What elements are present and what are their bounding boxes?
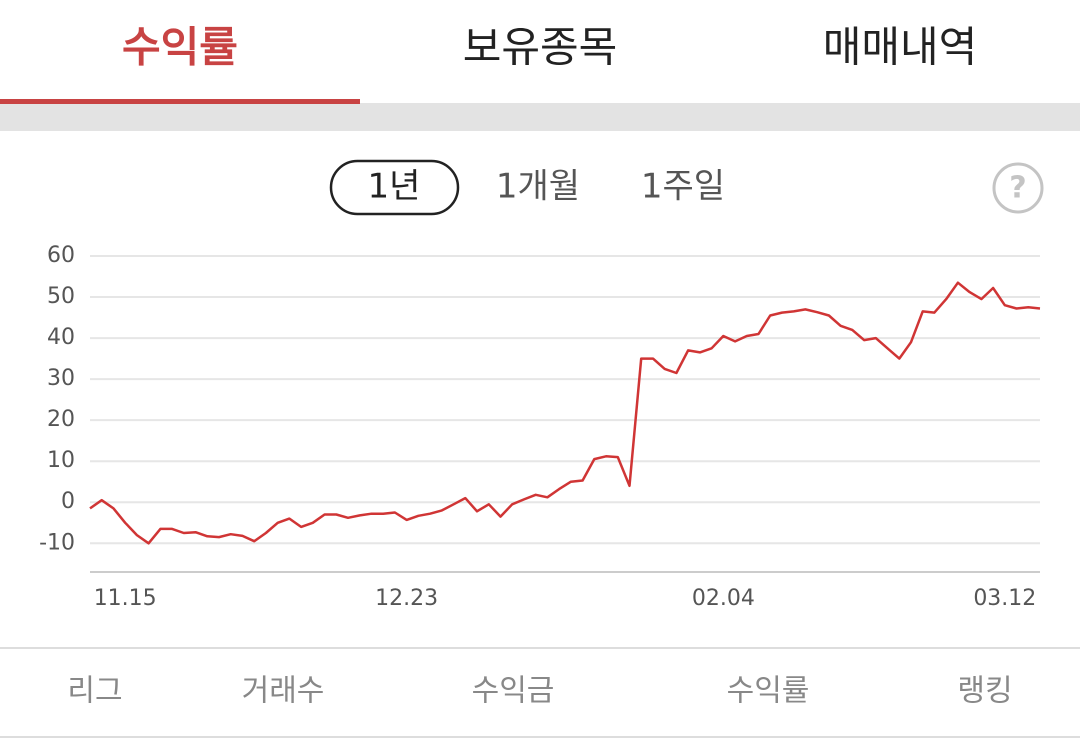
tab[interactable]: 보유종목 bbox=[463, 23, 618, 72]
x-tick-label: 12.23 bbox=[375, 586, 438, 611]
y-tick-label: 20 bbox=[47, 407, 75, 432]
bottom-label[interactable]: 리그 bbox=[67, 674, 122, 709]
period[interactable]: 1주일 bbox=[641, 167, 725, 207]
divider-band bbox=[0, 103, 1080, 131]
x-tick-label: 03.12 bbox=[973, 586, 1036, 611]
y-tick-label: 50 bbox=[47, 284, 75, 309]
period[interactable]: 1개월 bbox=[496, 167, 580, 207]
x-tick-label: 02.04 bbox=[692, 586, 755, 611]
y-tick-label: 60 bbox=[47, 243, 75, 268]
period-pill bbox=[329, 159, 460, 216]
y-tick-label: 30 bbox=[47, 366, 75, 391]
bottom-label[interactable]: 랭킹 bbox=[957, 674, 1012, 709]
line-series bbox=[89, 281, 1041, 545]
period[interactable]: 1년 bbox=[368, 167, 421, 207]
bottom-label[interactable]: 수익금 bbox=[472, 674, 555, 709]
tab[interactable]: 수익률 bbox=[122, 23, 238, 72]
y-tick-label: 40 bbox=[47, 325, 75, 350]
y-tick-label: 10 bbox=[47, 448, 75, 473]
tab[interactable]: 매매내역 bbox=[823, 23, 978, 72]
x-tick-label: 11.15 bbox=[94, 586, 157, 611]
bottom-label[interactable]: 수익률 bbox=[727, 674, 810, 709]
y-tick-label: -10 bbox=[39, 530, 75, 555]
y-tick-label: 0 bbox=[61, 489, 75, 514]
bottom-label[interactable]: 거래수 bbox=[242, 674, 325, 709]
help-button[interactable] bbox=[992, 162, 1044, 214]
chart: 60 50 40 30 20 10 0 -10 11.15 12.23 02.04 03.12 bbox=[39, 243, 1041, 611]
help-icon: ? bbox=[1009, 171, 1026, 206]
tab-indicator bbox=[0, 99, 360, 104]
